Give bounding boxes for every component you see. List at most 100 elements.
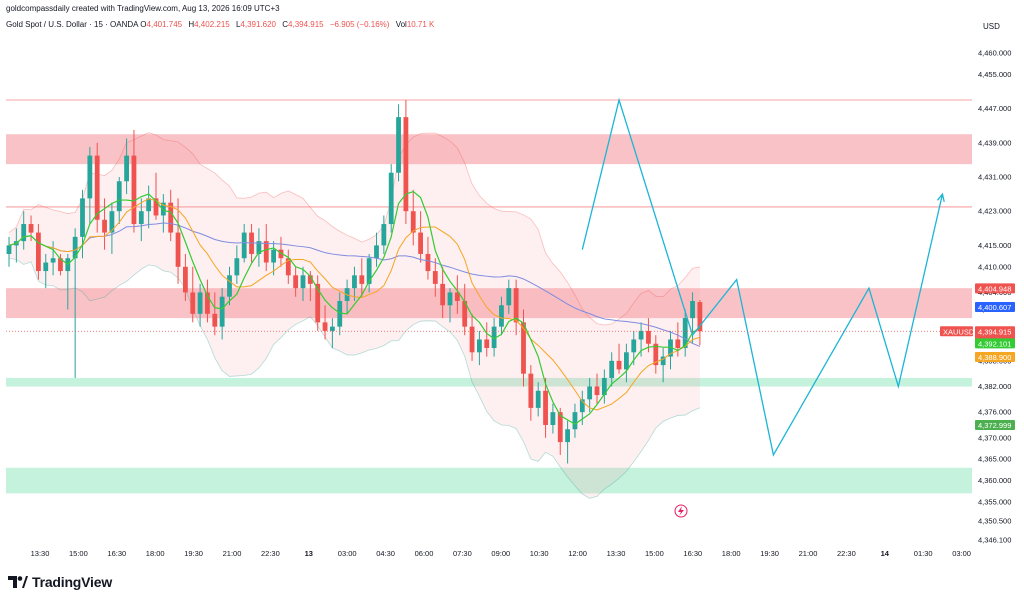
y-tick-label: 4,447.000 xyxy=(978,104,1011,113)
projection-path xyxy=(6,97,972,457)
candle xyxy=(381,215,387,254)
y-tick-label: 4,415.000 xyxy=(978,241,1011,250)
candle xyxy=(36,224,41,280)
currency-label: USD xyxy=(983,22,1000,31)
candle-body xyxy=(388,172,394,225)
y-tick-label: 4,346.100 xyxy=(978,536,1011,545)
candle xyxy=(285,249,291,284)
ma-blue-line xyxy=(8,222,701,347)
y-tick-label: 4,365.000 xyxy=(978,455,1011,464)
candle xyxy=(572,403,578,438)
y-tick-label: 4,382.000 xyxy=(978,382,1011,391)
candle xyxy=(87,147,93,225)
candle xyxy=(477,330,482,366)
candle-body xyxy=(454,292,460,301)
candle-body xyxy=(43,262,49,272)
candle xyxy=(491,318,497,357)
band-fill xyxy=(9,132,700,499)
close-label: C xyxy=(282,20,289,29)
x-tick-label: 10:30 xyxy=(530,549,549,558)
x-tick-label: 18:00 xyxy=(146,549,165,558)
x-tick-label: 13 xyxy=(305,549,313,558)
candle xyxy=(131,129,137,233)
candle xyxy=(447,288,453,323)
x-tick-label: 19:30 xyxy=(184,549,203,558)
price-axis[interactable]: 4,346.100 4,350.500 4,355.000 4,360.000 4,36… xyxy=(978,49,1011,545)
open-value: 4,401.745 xyxy=(146,20,183,29)
x-tick-label: 14 xyxy=(881,549,890,558)
candle-body xyxy=(175,232,181,267)
candle xyxy=(293,266,299,297)
candle-body xyxy=(271,249,276,263)
x-tick-label: 01:30 xyxy=(914,549,933,558)
candle-body xyxy=(484,339,490,349)
candle xyxy=(330,318,335,349)
candle-body xyxy=(352,275,357,289)
candle xyxy=(521,309,526,387)
candle-body xyxy=(543,390,548,425)
candle xyxy=(432,258,438,297)
candle-body xyxy=(381,224,387,246)
candle xyxy=(227,266,232,306)
candle xyxy=(660,348,666,383)
price-tag-value: 4,392.101 xyxy=(978,339,1011,348)
candle xyxy=(146,185,152,229)
candle-body xyxy=(609,360,615,378)
lightning-icon[interactable] xyxy=(674,504,688,518)
candle-body xyxy=(572,412,578,430)
candle xyxy=(587,377,593,413)
high-label: H xyxy=(188,20,195,29)
candle xyxy=(601,369,607,404)
change-value: −6.905 (−0.16%) xyxy=(329,20,390,29)
y-tick-label: 4,360.000 xyxy=(978,476,1011,485)
candle xyxy=(366,253,372,293)
price-tag-value: 4,404.948 xyxy=(978,284,1011,293)
candle-body xyxy=(668,339,673,357)
candle-body xyxy=(124,155,129,182)
candle-body xyxy=(601,377,607,396)
candle xyxy=(506,279,512,314)
ma-green-line xyxy=(8,190,701,425)
y-tick-label: 4,355.000 xyxy=(978,497,1011,506)
candle xyxy=(653,335,659,374)
symbol-title[interactable]: Gold Spot / U.S. Dollar · 15 · OANDA xyxy=(6,20,139,29)
candle xyxy=(168,189,174,242)
candle xyxy=(256,228,262,267)
tradingview-brand[interactable]: TradingView xyxy=(8,574,112,590)
candle-body xyxy=(300,275,306,289)
candle-body xyxy=(624,352,629,370)
resistance-zone-1 xyxy=(6,288,972,319)
chart-credit: goldcompassdaily created with TradingVie… xyxy=(6,4,280,13)
candle-body xyxy=(94,155,100,220)
candle-body xyxy=(631,339,637,353)
candle xyxy=(109,202,115,254)
candle-body xyxy=(278,249,284,259)
x-tick-label: 15:00 xyxy=(69,549,88,558)
candle-body xyxy=(234,258,240,276)
candle-body xyxy=(138,211,144,225)
candle-body xyxy=(102,219,107,233)
y-tick-label: 4,423.000 xyxy=(978,207,1011,216)
candle-body xyxy=(521,322,526,374)
candle-body xyxy=(366,258,372,284)
candle-body xyxy=(425,253,431,272)
candle xyxy=(374,232,379,267)
x-tick-label: 21:00 xyxy=(223,549,242,558)
x-tick-label: 18:00 xyxy=(722,549,741,558)
zones-layer xyxy=(6,99,972,494)
candle xyxy=(102,198,107,250)
price-tag xyxy=(975,419,1015,430)
candle-body xyxy=(315,283,321,323)
candle xyxy=(278,236,284,267)
band-lower xyxy=(8,257,701,499)
candle xyxy=(403,100,409,225)
candle-body xyxy=(675,339,681,349)
candle xyxy=(153,172,159,220)
y-tick-label: 4,410.000 xyxy=(978,262,1011,271)
candle-body xyxy=(506,288,512,306)
time-axis[interactable]: 13:30 15:00 16:30 18:00 19:30 21:00 22:30 13 03:… xyxy=(31,549,971,558)
price-tag xyxy=(975,352,1015,363)
candle-body xyxy=(330,326,335,331)
candle-body xyxy=(499,305,504,327)
